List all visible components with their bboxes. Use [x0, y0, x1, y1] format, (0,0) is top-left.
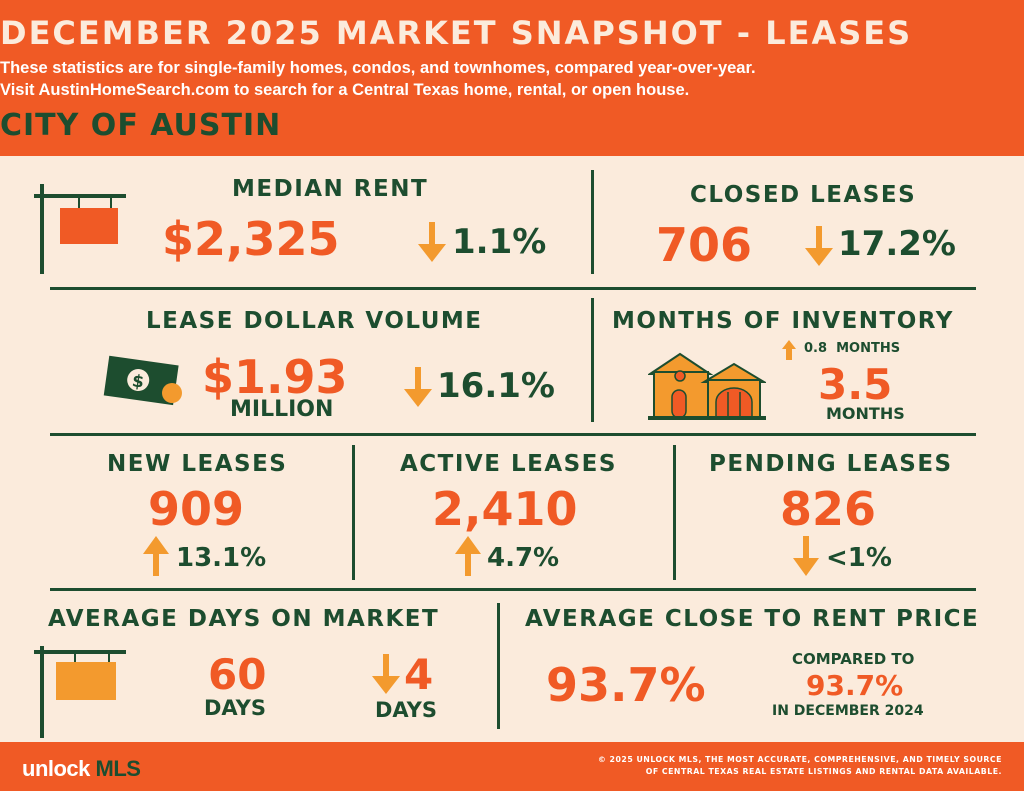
active-leases-value: 2,410: [432, 482, 578, 536]
avg-days-on-market-value: 60: [208, 650, 267, 699]
median-rent-value: $2,325: [162, 212, 340, 266]
avg-days-on-market-label: AVERAGE DAYS ON MARKET: [48, 606, 440, 632]
divider: [497, 603, 500, 729]
arrow-down-icon: [372, 654, 400, 694]
header-banner: [0, 0, 1024, 156]
avg-close-to-rent-label: AVERAGE CLOSE TO RENT PRICE: [525, 606, 980, 632]
arrow-down-icon: [404, 367, 432, 407]
footer-copyright: © 2025 UNLOCK MLS, THE MOST ACCURATE, CO…: [598, 754, 1002, 778]
compared-period: IN DECEMBER 2024: [772, 703, 924, 719]
hanging-sign-icon: [34, 184, 126, 274]
compared-to-label: COMPARED TO: [792, 650, 915, 668]
active-leases-change: 4.7%: [487, 543, 560, 573]
avg-close-to-rent-value: 93.7%: [546, 658, 706, 712]
avg-days-on-market-unit: DAYS: [204, 696, 267, 720]
closed-leases-change: 17.2%: [838, 224, 956, 264]
arrow-up-icon: [143, 536, 169, 576]
arrow-up-icon: [455, 536, 481, 576]
months-of-inventory-value: 3.5: [818, 360, 893, 409]
divider: [591, 170, 594, 274]
months-of-inventory-change: 0.8 MONTHS: [804, 341, 901, 356]
divider: [50, 287, 976, 290]
lease-dollar-volume-label: LEASE DOLLAR VOLUME: [146, 308, 483, 334]
active-leases-label: ACTIVE LEASES: [400, 451, 617, 477]
months-of-inventory-unit: MONTHS: [826, 404, 905, 423]
median-rent-change: 1.1%: [452, 222, 547, 262]
divider: [673, 445, 676, 580]
compared-value: 93.7%: [806, 669, 904, 702]
median-rent-label: MEDIAN RENT: [232, 176, 429, 202]
hanging-sign-icon: [34, 646, 126, 738]
new-leases-value: 909: [148, 482, 245, 536]
unlock-mls-logo: unlock MLS: [22, 756, 141, 782]
new-leases-change: 13.1%: [176, 543, 267, 573]
new-leases-label: NEW LEASES: [107, 451, 288, 477]
avg-days-on-market-change-unit: DAYS: [375, 698, 438, 722]
arrow-up-icon: [782, 340, 796, 360]
logo-text-mls: MLS: [95, 756, 141, 781]
footer-note-line-1: © 2025 UNLOCK MLS, THE MOST ACCURATE, CO…: [598, 755, 1002, 764]
divider: [50, 588, 976, 591]
divider: [50, 433, 976, 436]
closed-leases-label: CLOSED LEASES: [690, 182, 917, 208]
svg-text:$: $: [131, 371, 146, 392]
subtitle-line-1: These statistics are for single-family h…: [0, 59, 756, 77]
closed-leases-value: 706: [656, 218, 753, 272]
divider: [591, 298, 594, 422]
pending-leases-value: 826: [780, 482, 877, 536]
months-of-inventory-label: MONTHS OF INVENTORY: [612, 308, 954, 334]
arrow-down-icon: [418, 222, 446, 262]
logo-text-unlock: unlock: [22, 756, 96, 781]
house-icon: [648, 352, 766, 420]
city-title: CITY OF AUSTIN: [0, 108, 282, 143]
footer-note-line-2: OF CENTRAL TEXAS REAL ESTATE LISTINGS AN…: [645, 767, 1002, 776]
subtitle-line-2: Visit AustinHomeSearch.com to search for…: [0, 81, 690, 99]
page-title: DECEMBER 2025 MARKET SNAPSHOT - LEASES: [0, 14, 913, 52]
lease-dollar-volume-value: $1.93: [202, 350, 348, 404]
lease-dollar-volume-unit: MILLION: [230, 397, 334, 422]
money-bill-icon: $: [103, 355, 182, 406]
arrow-down-icon: [805, 226, 833, 266]
avg-days-on-market-change: 4: [404, 650, 434, 699]
divider: [352, 445, 355, 580]
pending-leases-label: PENDING LEASES: [709, 451, 953, 477]
lease-dollar-volume-change: 16.1%: [437, 366, 555, 406]
footer-banner: [0, 742, 1024, 791]
arrow-down-icon: [793, 536, 819, 576]
pending-leases-change: <1%: [826, 543, 892, 573]
